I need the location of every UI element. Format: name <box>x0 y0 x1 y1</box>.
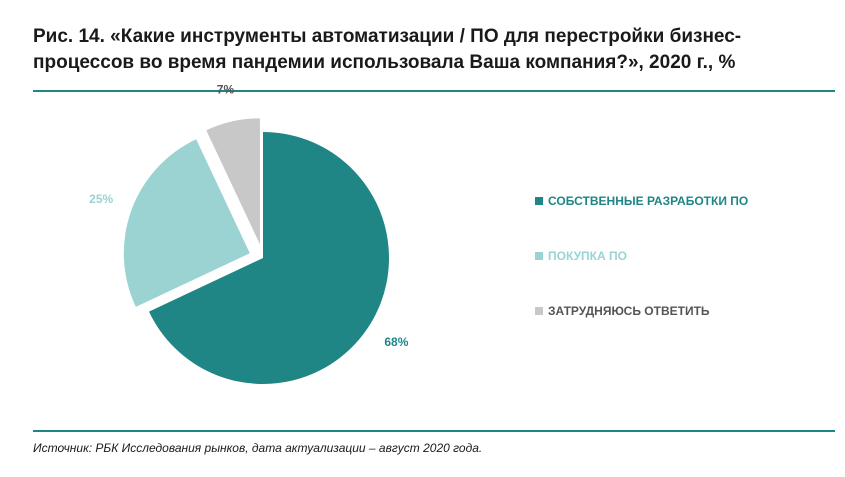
legend-item-software-purchase: ПОКУПКА ПО <box>535 247 748 265</box>
legend-swatch <box>535 197 543 205</box>
legend-label: ПОКУПКА ПО <box>548 249 627 263</box>
slice-value-label-own-development: 68% <box>384 335 408 349</box>
pie-slice-own-development <box>148 132 390 385</box>
legend-item-own-development: СОБСТВЕННЫЕ РАЗРАБОТКИ ПО <box>535 192 748 210</box>
pie-slice-labels: 68% 25% 7% <box>89 82 409 349</box>
slice-value-label-hard-to-answer: 7% <box>217 82 235 96</box>
chart-legend: СОБСТВЕННЫЕ РАЗРАБОТКИ ПО ПОКУПКА ПО ЗАТРУ… <box>535 192 748 357</box>
slice-value-label-software-purchase: 25% <box>89 192 113 206</box>
title-divider <box>33 90 835 92</box>
source-divider <box>33 430 835 432</box>
chart-title: Рис. 14. «Какие инструменты автоматизаци… <box>33 26 742 73</box>
legend-label: ЗАТРУДНЯЮСЬ ОТВЕТИТЬ <box>548 304 710 318</box>
pie-slices <box>123 118 390 385</box>
legend-swatch <box>535 252 543 260</box>
pie-slice-software-purchase <box>123 139 250 307</box>
pie-slice-hard-to-answer <box>206 118 260 245</box>
legend-label: СОБСТВЕННЫЕ РАЗРАБОТКИ ПО <box>548 194 749 208</box>
legend-item-hard-to-answer: ЗАТРУДНЯЮСЬ ОТВЕТИТЬ <box>535 302 748 320</box>
source-note: Источник: РБК Исследования рынков, дата … <box>33 441 483 455</box>
legend-swatch <box>535 307 543 315</box>
